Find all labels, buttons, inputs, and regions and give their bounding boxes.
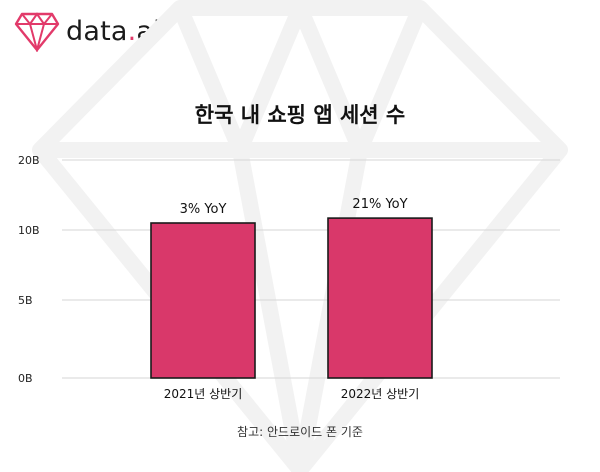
bar [150, 222, 256, 379]
x-category-label: 2022년 상반기 [341, 387, 420, 401]
data-label: 21% YoY [352, 197, 407, 212]
y-tick-label: 10B [18, 224, 40, 237]
data-label: 3% YoY [180, 202, 227, 217]
y-tick-label: 0B [18, 372, 33, 385]
y-tick-label: 20B [18, 154, 40, 167]
y-axis-ticks: 0B 5B 10B 20B [18, 154, 40, 385]
footnote: 참고: 안드로이드 폰 기준 [237, 425, 363, 439]
x-axis-categories: 2021년 상반기 2022년 상반기 [164, 387, 420, 401]
data-labels: 3% YoY 21% YoY [180, 197, 408, 217]
diamond-logo-icon [14, 12, 60, 52]
chart-title: 한국 내 쇼핑 앱 세션 수 [195, 103, 405, 127]
x-category-label: 2021년 상반기 [164, 387, 243, 401]
y-tick-label: 5B [18, 294, 33, 307]
bars [150, 217, 433, 379]
grid-lines [62, 159, 560, 379]
bar [327, 217, 433, 379]
diamond-watermark-icon [32, 0, 568, 472]
